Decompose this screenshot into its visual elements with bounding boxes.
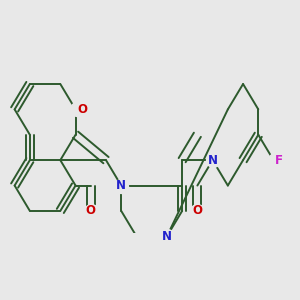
Text: O: O <box>192 204 203 218</box>
Text: N: N <box>162 230 172 243</box>
Text: O: O <box>77 103 87 116</box>
Text: F: F <box>275 154 283 167</box>
Text: N: N <box>116 179 126 192</box>
Text: O: O <box>86 204 96 218</box>
Text: N: N <box>208 154 218 167</box>
